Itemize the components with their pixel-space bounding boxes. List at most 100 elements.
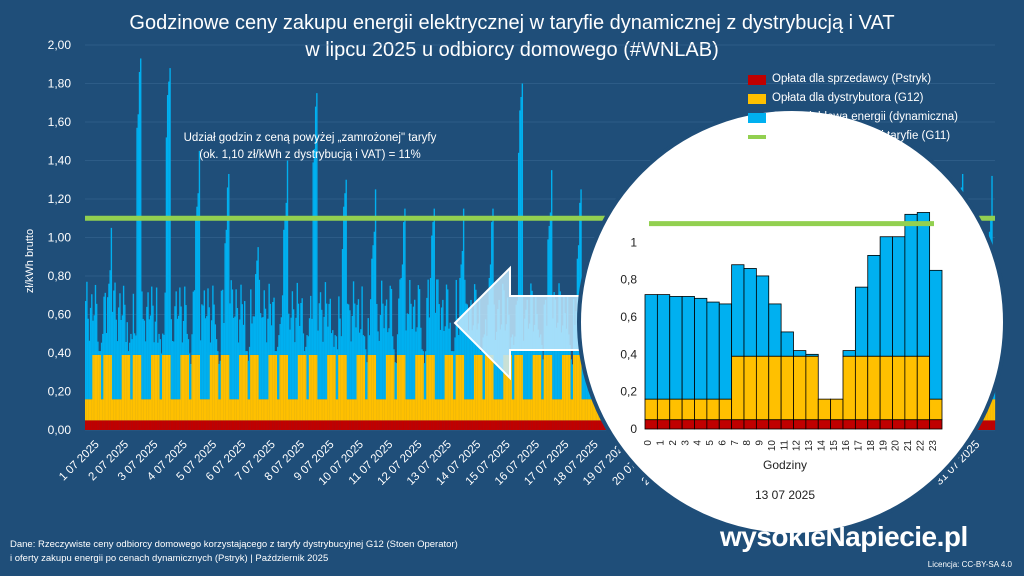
main-bar-distributor <box>418 354 421 421</box>
main-bar-market <box>212 285 214 355</box>
main-bar-market <box>335 336 338 400</box>
main-bar-market <box>296 282 298 400</box>
zoom-x-tick-label: 19 <box>878 440 889 452</box>
main-bar-distributor <box>403 354 405 421</box>
main-bar-market <box>482 337 484 400</box>
main-bar-market <box>420 327 422 355</box>
main-bar-seller <box>362 420 365 430</box>
legend-swatch-frozen <box>748 134 766 139</box>
main-bar-market <box>467 330 470 400</box>
main-bar-distributor <box>229 399 231 421</box>
main-bar-seller <box>310 420 312 430</box>
main-bar-seller <box>146 420 148 430</box>
main-bar-seller <box>339 420 341 430</box>
main-bar-distributor <box>277 399 279 421</box>
main-bar-seller <box>576 420 579 430</box>
main-bar-seller <box>151 420 153 430</box>
main-bar-seller <box>554 420 557 430</box>
main-bar-seller <box>532 420 535 430</box>
main-bar-seller <box>132 420 135 430</box>
main-bar-seller <box>573 420 575 430</box>
main-bar-distributor <box>449 354 451 421</box>
main-bar-market <box>113 290 115 400</box>
main-bar-market <box>206 316 208 400</box>
main-bar-seller <box>517 420 520 430</box>
main-bar-distributor <box>530 399 532 421</box>
legend-item-market: Cena giełdowa energii (dynamiczna) <box>748 108 958 127</box>
main-bar-distributor <box>478 354 481 421</box>
main-bar-distributor <box>368 354 371 421</box>
main-bar-seller <box>159 420 161 430</box>
main-bar-market <box>319 292 322 400</box>
main-bar-market <box>279 324 281 355</box>
main-bar-market <box>459 277 461 355</box>
main-bar-distributor <box>303 354 306 421</box>
main-bar-market <box>261 317 263 400</box>
main-bar-distributor <box>335 399 338 421</box>
zoom-bar-distributor <box>768 355 782 421</box>
zoom-bar-market <box>892 236 906 357</box>
main-bar-market <box>146 306 148 400</box>
main-bar-distributor <box>124 354 126 421</box>
y-tick-label: 2,00 <box>48 38 72 52</box>
main-bar-seller <box>175 420 177 430</box>
main-bar-distributor <box>432 354 434 421</box>
main-bar-market <box>191 334 193 355</box>
main-bar-seller <box>412 420 415 430</box>
main-bar-distributor <box>427 354 429 421</box>
main-bar-seller <box>521 420 524 430</box>
title-line-1: Godzinowe ceny zakupu energii elektryczn… <box>129 12 895 34</box>
main-bar-market <box>541 344 543 400</box>
main-bar-seller <box>299 420 301 430</box>
main-bar-market <box>171 340 174 400</box>
main-bar-market <box>162 333 164 355</box>
main-bar-market <box>368 335 371 355</box>
zoom-x-axis-label: Godziny <box>762 458 808 472</box>
main-bar-distributor <box>322 399 324 421</box>
main-bar-distributor <box>493 399 495 421</box>
main-bar-seller <box>318 420 320 430</box>
main-bar-market <box>109 270 111 355</box>
main-bar-distributor <box>513 399 515 421</box>
zoom-x-tick-label: 15 <box>829 440 840 452</box>
zoom-x-tick-label: 18 <box>866 440 877 452</box>
main-bar-distributor <box>519 354 521 421</box>
main-bar-market <box>138 71 141 355</box>
main-bar-seller <box>993 420 996 430</box>
main-bar-market <box>149 315 152 400</box>
main-bar-distributor <box>516 354 519 421</box>
zoom-bar-distributor <box>854 355 869 421</box>
main-bar-market <box>264 308 267 400</box>
main-bar-seller <box>537 420 539 430</box>
main-bar-distributor <box>85 399 87 421</box>
main-bar-market <box>560 332 563 400</box>
main-bar-distributor <box>448 354 450 421</box>
main-bar-distributor <box>373 354 376 421</box>
main-bar-distributor <box>206 399 208 421</box>
main-bar-seller <box>986 420 988 430</box>
main-bar-seller <box>251 420 253 430</box>
main-bar-seller <box>121 420 124 430</box>
main-bar-seller <box>135 420 137 430</box>
main-bar-seller <box>268 420 270 430</box>
main-bar-distributor <box>170 399 172 421</box>
main-bar-distributor <box>355 399 357 421</box>
main-bar-seller <box>453 420 455 430</box>
main-bar-seller <box>242 420 245 430</box>
main-bar-distributor <box>360 354 362 421</box>
main-bar-distributor <box>307 399 309 421</box>
main-bar-market <box>300 302 302 355</box>
main-bar-seller <box>108 420 110 430</box>
main-bar-seller <box>478 420 481 430</box>
legend-label-market: Cena giełdowa energii (dynamiczna) <box>772 111 959 123</box>
main-bar-market <box>259 313 262 400</box>
main-bar-distributor <box>541 399 543 421</box>
main-bar-distributor <box>88 399 91 421</box>
zoom-bar-seller <box>755 419 770 430</box>
main-bar-market <box>549 212 552 355</box>
main-bar-market <box>118 307 120 400</box>
main-bar-seller <box>511 420 514 430</box>
main-bar-distributor <box>470 399 472 421</box>
main-bar-seller <box>371 420 373 430</box>
main-bar-seller <box>574 420 576 430</box>
